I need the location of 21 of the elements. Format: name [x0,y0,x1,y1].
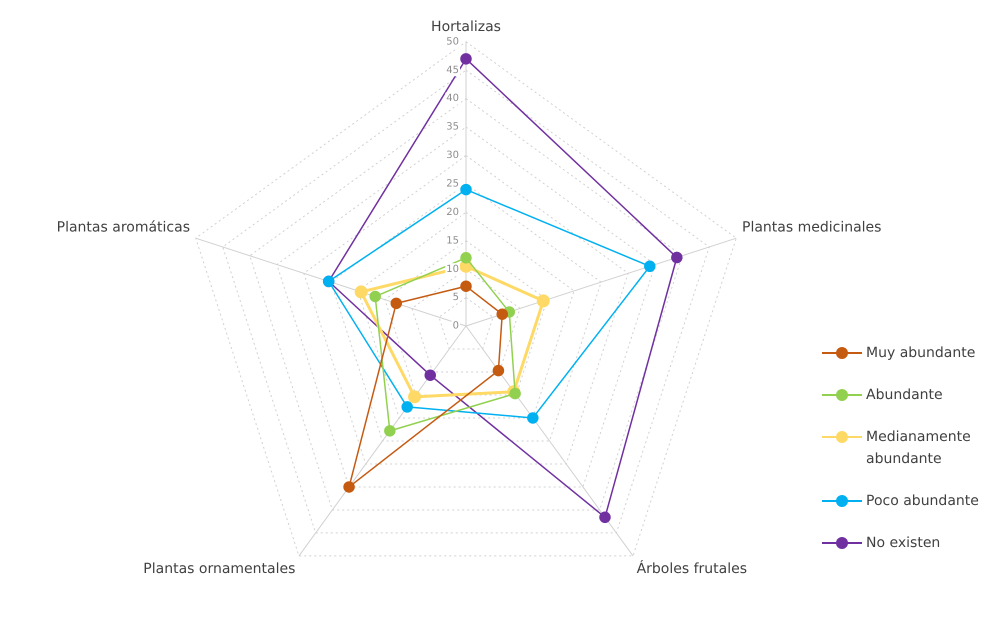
spoke-label: Plantas aromáticas [56,220,190,236]
y-tick-label: 15 [446,235,460,246]
spoke-label: Plantas medicinales [742,220,882,236]
spoke-label: Árboles frutales [636,560,748,577]
legend-label: Poco abundante [866,492,979,511]
y-tick-label: 40 [446,93,460,104]
y-tick-label: 5 [452,292,460,304]
spoke-label: Plantas ornamentales [143,560,296,577]
legend-label: No existen [866,534,940,553]
y-tick-label: 20 [446,206,460,218]
y-tick-label: 30 [446,150,460,162]
y-tick-label: 10 [446,264,460,275]
y-tick-label: 35 [446,122,460,133]
spoke-label: Hortalizas [431,19,501,36]
y-tick-label: 25 [446,178,460,190]
y-tick-label: 50 [446,36,460,48]
y-tick-label: 45 [446,64,460,76]
y-tick-label: 0 [452,320,460,332]
legend-label: Medianamente abundante [866,428,972,469]
legend-label: Muy abundante [866,344,976,363]
legend-label: Abundante [866,386,943,405]
